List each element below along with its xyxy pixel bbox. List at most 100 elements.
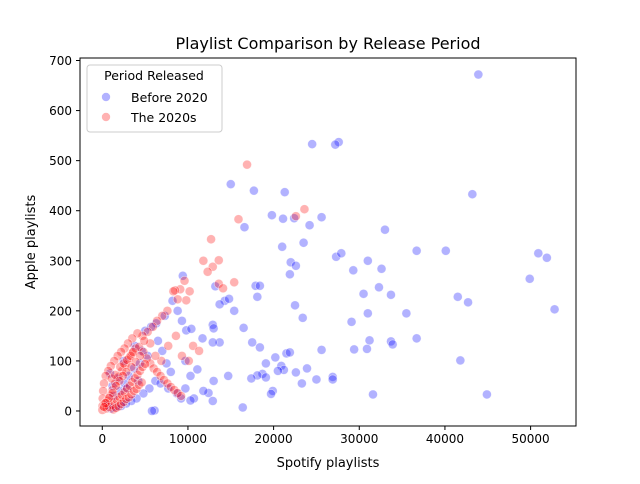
data-point (455, 355, 466, 366)
data-point (316, 212, 327, 223)
data-point (246, 373, 257, 384)
data-point (327, 372, 338, 382)
data-point (331, 251, 341, 262)
data-point (147, 406, 157, 416)
data-point (176, 391, 186, 401)
data-point (346, 317, 357, 327)
data-point (225, 179, 236, 189)
chart-title: Playlist Comparison by Release Period (175, 34, 480, 53)
data-point (180, 383, 191, 394)
data-point (285, 347, 295, 358)
data-point (291, 211, 301, 222)
x-tick-label: 20000 (255, 432, 293, 446)
data-point (132, 328, 143, 339)
data-point (299, 204, 310, 215)
data-point (285, 257, 296, 268)
data-point (336, 248, 347, 259)
data-point (242, 159, 252, 170)
data-point (177, 351, 187, 361)
data-point (207, 261, 218, 272)
data-point (131, 393, 142, 404)
data-point (279, 365, 289, 375)
data-point (180, 356, 191, 366)
data-point (281, 348, 292, 359)
data-point (183, 356, 194, 366)
data-point (304, 220, 315, 231)
plot-points (97, 69, 560, 416)
data-point (278, 213, 288, 224)
data-point (166, 367, 176, 377)
y-tick-label: 300 (49, 254, 72, 268)
data-point (142, 327, 153, 337)
data-point (181, 295, 192, 306)
data-point (463, 297, 473, 308)
series-1-points (97, 159, 310, 415)
data-point (348, 265, 359, 276)
data-point (116, 347, 126, 357)
data-point (153, 336, 163, 346)
data-point (118, 371, 128, 381)
data-point (108, 404, 119, 415)
data-point (327, 374, 338, 385)
data-point (224, 294, 234, 304)
data-point (106, 373, 117, 384)
data-point (330, 139, 341, 150)
data-point (229, 277, 239, 288)
legend-marker-before-2020 (101, 92, 111, 102)
data-point (249, 185, 259, 196)
data-point (194, 346, 204, 356)
data-point (238, 323, 249, 333)
data-point (297, 378, 307, 389)
data-point (185, 395, 196, 406)
data-point (214, 299, 225, 310)
data-point (155, 378, 166, 389)
data-point (197, 333, 208, 344)
data-point (411, 333, 422, 344)
x-tick-label: 10000 (169, 432, 207, 446)
data-point (106, 361, 116, 371)
data-point (267, 386, 278, 396)
data-point (223, 371, 233, 381)
data-point (111, 403, 121, 413)
legend: Period Released Before 2020 The 2020s (86, 64, 223, 133)
data-point (239, 222, 250, 233)
data-point (279, 187, 290, 197)
data-point (150, 376, 161, 386)
data-point (112, 351, 123, 361)
data-point (99, 402, 109, 412)
data-point (208, 323, 219, 334)
data-point (247, 337, 257, 348)
data-point (285, 269, 295, 280)
data-point (290, 300, 300, 311)
data-point (237, 402, 248, 413)
data-point (297, 313, 308, 323)
data-point (163, 383, 174, 394)
x-tick-label: 40000 (426, 432, 464, 446)
data-point (542, 252, 552, 263)
data-point (473, 69, 484, 80)
data-point (291, 260, 301, 271)
data-point (198, 255, 209, 266)
data-point (376, 263, 387, 274)
data-point (452, 292, 463, 302)
data-point (148, 322, 158, 332)
data-point (482, 389, 492, 400)
data-point (172, 294, 183, 305)
data-point (170, 285, 180, 296)
data-point (213, 255, 224, 266)
data-point (99, 378, 109, 389)
data-point (386, 336, 396, 347)
data-point (139, 336, 150, 346)
legend-label-before-2020: Before 2020 (131, 90, 208, 105)
y-tick-label: 400 (49, 204, 72, 218)
data-point (358, 289, 369, 299)
data-point (185, 371, 196, 381)
data-point (467, 189, 478, 199)
data-point (109, 356, 120, 366)
legend-label-2020s: The 2020s (130, 110, 197, 125)
data-point (374, 282, 384, 293)
data-point (218, 283, 228, 294)
legend-marker-2020s (101, 112, 111, 122)
data-point (380, 224, 390, 235)
data-point (307, 139, 317, 149)
